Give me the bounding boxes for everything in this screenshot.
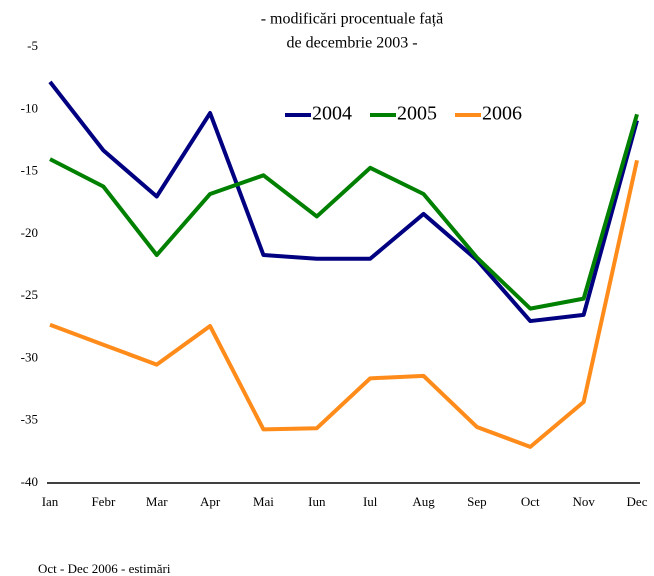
x-tick-label: Sep xyxy=(467,494,487,509)
y-tick-label: -30 xyxy=(21,349,38,364)
x-tick-label: Mai xyxy=(253,494,274,509)
x-tick-label: Mar xyxy=(146,494,168,509)
y-tick-label: -15 xyxy=(21,163,38,178)
x-tick-label: Dec xyxy=(627,494,648,509)
chart-title: de decembrie 2003 - xyxy=(286,35,417,52)
y-tick-label: -5 xyxy=(27,38,38,53)
y-tick-label: -10 xyxy=(21,100,38,115)
legend-label: 2004 xyxy=(312,103,352,125)
y-tick-label: -40 xyxy=(21,474,38,489)
x-tick-label: Apr xyxy=(200,494,221,509)
series-line xyxy=(49,159,639,449)
x-tick-label: Oct xyxy=(521,494,540,509)
series-line xyxy=(49,113,639,311)
y-tick-label: -25 xyxy=(21,287,38,302)
x-tick-label: Iul xyxy=(363,494,378,509)
x-tick-label: Febr xyxy=(91,494,116,509)
x-tick-label: Aug xyxy=(412,494,435,509)
chart-title: - modificări procentuale față xyxy=(261,11,444,28)
x-tick-label: Nov xyxy=(572,494,595,509)
y-tick-label: -20 xyxy=(21,225,38,240)
y-tick-label: -35 xyxy=(21,412,38,427)
footnote: Oct - Dec 2006 - estimări xyxy=(38,561,171,576)
x-tick-label: Iun xyxy=(308,494,326,509)
x-tick-label: Ian xyxy=(42,494,59,509)
series-line xyxy=(48,80,639,324)
legend-label: 2006 xyxy=(482,103,522,125)
legend-label: 2005 xyxy=(397,103,437,125)
